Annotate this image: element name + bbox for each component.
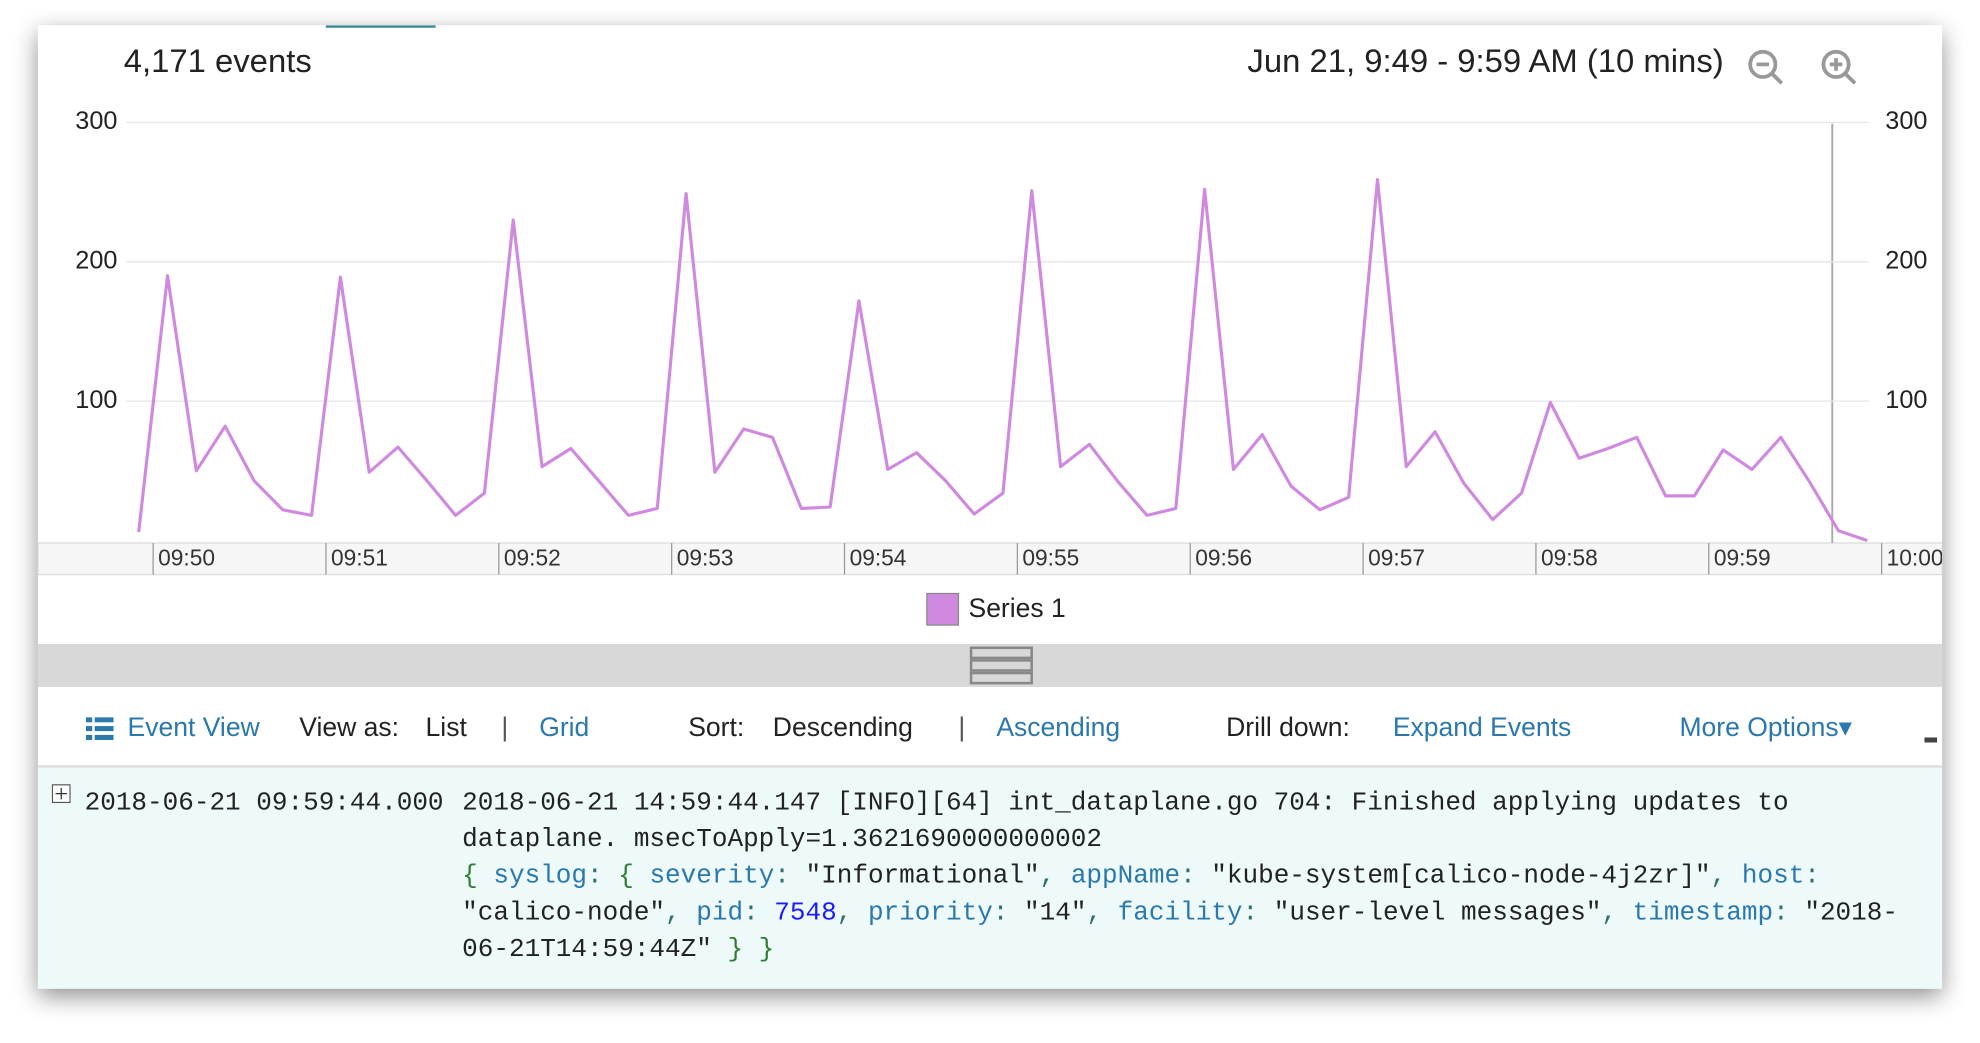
json-sep: , [1710,862,1742,892]
y2-tick-label: 100 [1885,386,1927,414]
json-sep: , [1601,899,1633,929]
x-axis-strip [37,542,1943,576]
json-sep: , [665,899,697,929]
x-tick-label: 10:00 [1887,544,1942,570]
json-string: "2018- [1804,899,1898,929]
x-tick-label: 09:55 [1022,544,1079,570]
json-sep: : [1773,899,1805,929]
json-string: "kube-system[calico-node-4j2zr]" [1211,862,1711,892]
json-key: priority [867,899,993,929]
json-sep: , [1086,899,1118,929]
json-sep: : [587,862,619,892]
separator: | [958,713,966,743]
json-string: "Informational" [805,862,1040,892]
json-key: syslog [493,862,588,892]
raw-line: 2018-06-21 14:59:44.147 [INFO][64] int_d… [462,789,1789,819]
x-tick-label: 09:52 [504,544,561,570]
x-tick-label: 09:59 [1714,544,1771,570]
json-sep: : [992,899,1025,929]
json-key: host [1741,862,1805,892]
panel: 4,171 events Jun 21, 9:49 - 9:59 AM (10 … [37,25,1943,989]
y-tick-label: 200 [75,246,117,274]
json-sep: , [836,899,868,929]
x-tick-label: 09:56 [1195,544,1252,570]
json-brace: { [618,862,650,892]
sort-label: Sort: [688,713,745,743]
expand-event-button[interactable] [51,784,71,804]
legend-label[interactable]: Series 1 [969,593,1066,623]
json-key: pid [696,899,744,929]
chart: 4,171 events Jun 21, 9:49 - 9:59 AM (10 … [37,25,1943,626]
ascending-option[interactable]: Ascending [996,713,1121,743]
resize-bar[interactable] [37,644,1943,687]
zoom-in-button[interactable] [1821,49,1857,85]
y-tick-label: 300 [75,107,117,135]
event-row: 2018-06-21 09:59:44.000 2018-06-21 14:59… [37,767,1943,989]
json-key: timestamp [1632,899,1774,929]
y-tick-label: 100 [75,386,117,414]
json-key: severity [649,862,775,892]
event-time: 2018-06-21 09:59:44.000 [84,789,444,819]
x-tick-label: 09:51 [331,544,388,570]
json-sep: : [743,899,775,929]
json-key: appName [1070,862,1181,892]
x-tick-label: 09:57 [1368,544,1425,570]
y2-tick-label: 300 [1885,107,1927,135]
view-as-label: View as: [299,713,400,743]
x-tick-label: 09:54 [850,544,907,570]
legend-swatch[interactable] [926,592,960,626]
event-count: 4,171 events [124,42,312,79]
event-view-link[interactable]: Event View [127,713,260,743]
descending-option[interactable]: Descending [772,713,913,743]
json-brace: } } [711,935,775,965]
json-line: "calico-node", pid: 7548, priority: "14"… [462,895,1898,932]
divider [37,765,1943,768]
json-sep: , [1039,862,1071,892]
json-sep: : [1804,862,1820,892]
more-options-menu[interactable]: More Options▾ [1679,713,1852,743]
expand-events-link[interactable]: Expand Events [1392,713,1572,743]
json-sep: : [1180,862,1212,892]
grid-option[interactable]: Grid [539,713,590,743]
series-line [137,178,1868,542]
plot-area: 100 100 200 200 300 300 09:50 09:51 09:52 09:53 09… [75,107,1942,575]
column-handle[interactable] [1924,737,1938,743]
event-raw: 2018-06-21 14:59:44.147 [INFO][64] int_d… [462,785,1898,968]
x-tick-label: 09:50 [158,544,215,570]
resize-handle[interactable] [38,644,1942,687]
list-icon [85,717,114,740]
json-line: { syslog: { severity: "Informational", a… [462,859,1898,896]
drill-down-label: Drill down: [1226,713,1350,743]
x-tick-label: 09:58 [1541,544,1598,570]
json-number: 7548 [774,899,837,929]
y2-tick-label: 200 [1885,246,1927,274]
json-sep: : [774,862,806,892]
json-line: 06-21T14:59:44Z" } } [462,932,1898,969]
json-string: 06-21T14:59:44Z" [462,935,712,965]
x-tick-label: 09:53 [677,544,734,570]
time-range: Jun 21, 9:49 - 9:59 AM (10 mins) [1247,42,1723,79]
json-key: facility [1117,899,1243,929]
zoom-out-button[interactable] [1748,49,1784,85]
json-string: "user-level messages" [1273,899,1602,929]
active-tab-indicator[interactable] [325,25,436,28]
json-sep: : [1242,899,1274,929]
list-option[interactable]: List [425,713,467,743]
json-brace: { [462,862,494,892]
raw-line: dataplane. msecToApply=1.362169000000000… [462,825,1103,855]
json-string: "14" [1024,899,1087,929]
json-string: "calico-node" [462,899,666,929]
separator: | [501,713,509,743]
